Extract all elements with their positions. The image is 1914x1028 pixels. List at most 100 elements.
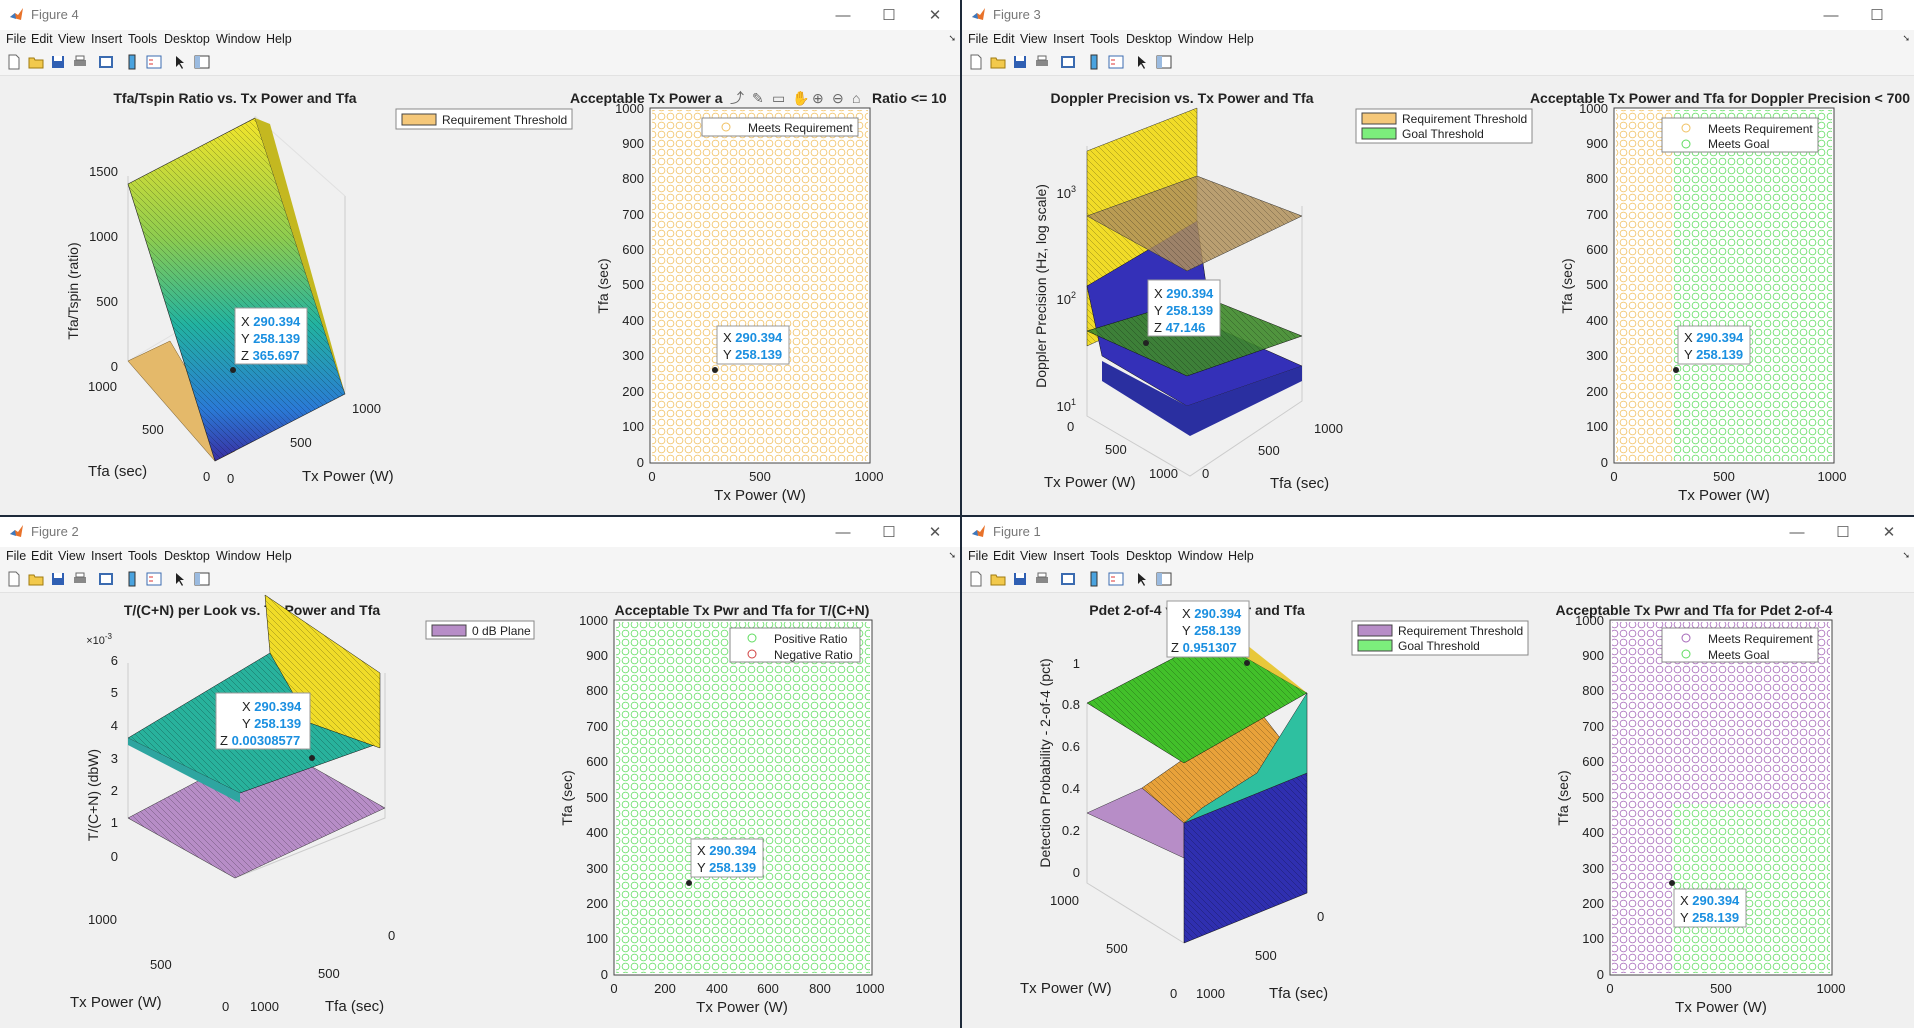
menu-window[interactable]: Window xyxy=(216,32,261,46)
export-icon[interactable]: ⤴ xyxy=(730,90,744,106)
menu-file[interactable]: File xyxy=(6,32,27,46)
menu-view[interactable]: View xyxy=(1020,549,1047,563)
insert-legend-icon[interactable] xyxy=(1108,54,1124,70)
legend[interactable]: Requirement Threshold Goal Threshold xyxy=(1355,108,1533,144)
minimize-icon[interactable]: — xyxy=(835,6,851,24)
menu-window[interactable]: Window xyxy=(1178,32,1223,46)
title-bar[interactable]: Figure 1 — ☐ ✕ xyxy=(962,517,1914,547)
menu-dock-arrow-icon[interactable]: ➘ xyxy=(1902,33,1910,43)
insert-legend-icon[interactable] xyxy=(146,571,162,587)
title-bar[interactable]: Figure 3 — ☐ xyxy=(962,0,1914,30)
restore-view-icon[interactable]: ⌂ xyxy=(852,90,860,106)
menu-help[interactable]: Help xyxy=(266,32,292,46)
edit-plot-icon[interactable] xyxy=(1134,54,1150,70)
menu-view[interactable]: View xyxy=(58,549,85,563)
insert-colorbar-icon[interactable] xyxy=(1086,571,1102,587)
maximize-icon[interactable]: ☐ xyxy=(882,7,896,24)
print-icon[interactable] xyxy=(1034,54,1050,70)
menu-dock-arrow-icon[interactable]: ➘ xyxy=(948,550,956,560)
maximize-icon[interactable]: ☐ xyxy=(882,524,896,541)
legend[interactable]: Requirement Threshold xyxy=(395,108,573,130)
datatip[interactable]: X 290.394 Y 258.139 Z 365.697 xyxy=(230,307,308,373)
menu-desktop[interactable]: Desktop xyxy=(1126,549,1172,563)
property-editor-icon[interactable] xyxy=(1156,571,1172,587)
property-editor-icon[interactable] xyxy=(194,54,210,70)
save-icon[interactable] xyxy=(1012,54,1028,70)
legend[interactable]: Requirement Threshold Goal Threshold xyxy=(1351,620,1529,656)
close-icon[interactable]: ✕ xyxy=(928,524,942,541)
datatip-icon[interactable]: ▭ xyxy=(772,90,785,106)
figure-3-window[interactable]: Figure 3 — ☐ File Edit View Insert Tools… xyxy=(962,0,1914,515)
minimize-icon[interactable]: — xyxy=(1789,523,1805,541)
datatip[interactable]: X 290.394 Y 258.139 Z 0.00308577 xyxy=(215,692,315,761)
link-plot-icon[interactable] xyxy=(1060,571,1076,587)
open-file-icon[interactable] xyxy=(990,571,1006,587)
menu-insert[interactable]: Insert xyxy=(91,32,123,46)
insert-colorbar-icon[interactable] xyxy=(124,54,140,70)
maximize-icon[interactable]: ☐ xyxy=(1836,524,1850,541)
menu-window[interactable]: Window xyxy=(216,549,261,563)
menu-edit[interactable]: Edit xyxy=(993,32,1015,46)
zoom-out-icon[interactable]: ⊖ xyxy=(832,90,844,106)
menu-view[interactable]: View xyxy=(1020,32,1047,46)
property-editor-icon[interactable] xyxy=(1156,54,1172,70)
save-icon[interactable] xyxy=(50,571,66,587)
menu-file[interactable]: File xyxy=(968,32,989,46)
save-icon[interactable] xyxy=(50,54,66,70)
title-bar[interactable]: Figure 2 — ☐ ✕ xyxy=(0,517,960,547)
property-editor-icon[interactable] xyxy=(194,571,210,587)
menu-help[interactable]: Help xyxy=(1228,549,1254,563)
pan-icon[interactable]: ✋ xyxy=(792,90,809,106)
menu-dock-arrow-icon[interactable]: ➘ xyxy=(948,33,956,43)
menu-tools[interactable]: Tools xyxy=(128,549,158,563)
figure-1-window[interactable]: Figure 1 — ☐ ✕ File Edit View Insert Too… xyxy=(962,517,1914,1028)
print-icon[interactable] xyxy=(72,571,88,587)
link-plot-icon[interactable] xyxy=(1060,54,1076,70)
menu-help[interactable]: Help xyxy=(1228,32,1254,46)
legend[interactable]: Meets Requirement xyxy=(701,117,859,137)
zoom-in-icon[interactable]: ⊕ xyxy=(812,90,824,106)
figure-2-window[interactable]: Figure 2 — ☐ ✕ File Edit View Insert Too… xyxy=(0,517,960,1028)
menu-tools[interactable]: Tools xyxy=(1090,32,1120,46)
close-icon[interactable]: ✕ xyxy=(928,7,942,24)
minimize-icon[interactable]: — xyxy=(1823,6,1839,24)
menu-edit[interactable]: Edit xyxy=(31,549,53,563)
maximize-icon[interactable]: ☐ xyxy=(1870,7,1884,24)
menu-desktop[interactable]: Desktop xyxy=(164,32,210,46)
menu-help[interactable]: Help xyxy=(266,549,292,563)
menu-tools[interactable]: Tools xyxy=(1090,549,1120,563)
new-figure-icon[interactable] xyxy=(968,54,984,70)
print-icon[interactable] xyxy=(72,54,88,70)
menu-desktop[interactable]: Desktop xyxy=(164,549,210,563)
minimize-icon[interactable]: — xyxy=(835,523,851,541)
title-bar[interactable]: Figure 4 — ☐ ✕ xyxy=(0,0,960,30)
print-icon[interactable] xyxy=(1034,571,1050,587)
insert-colorbar-icon[interactable] xyxy=(124,571,140,587)
menu-insert[interactable]: Insert xyxy=(91,549,123,563)
menu-edit[interactable]: Edit xyxy=(31,32,53,46)
new-figure-icon[interactable] xyxy=(968,571,984,587)
menu-edit[interactable]: Edit xyxy=(993,549,1015,563)
menu-view[interactable]: View xyxy=(58,32,85,46)
new-figure-icon[interactable] xyxy=(6,54,22,70)
menu-insert[interactable]: Insert xyxy=(1053,32,1085,46)
datatip[interactable]: X 290.394 Y 258.139 xyxy=(1669,880,1747,928)
insert-colorbar-icon[interactable] xyxy=(1086,54,1102,70)
menu-file[interactable]: File xyxy=(968,549,989,563)
open-file-icon[interactable] xyxy=(990,54,1006,70)
insert-legend-icon[interactable] xyxy=(1108,571,1124,587)
datatip[interactable]: X 290.394 Y 258.139 xyxy=(712,325,790,373)
figure-4-window[interactable]: Figure 4 — ☐ ✕ File Edit View Insert Too… xyxy=(0,0,960,515)
menu-file[interactable]: File xyxy=(6,549,27,563)
menu-tools[interactable]: Tools xyxy=(128,32,158,46)
insert-legend-icon[interactable] xyxy=(146,54,162,70)
menu-window[interactable]: Window xyxy=(1178,549,1223,563)
datatip[interactable]: X 290.394 Y 258.139 Z 0.951307 xyxy=(1166,600,1250,666)
open-file-icon[interactable] xyxy=(28,571,44,587)
datatip[interactable]: X 290.394 Y 258.139 xyxy=(686,838,764,886)
menu-dock-arrow-icon[interactable]: ➘ xyxy=(1902,550,1910,560)
link-plot-icon[interactable] xyxy=(98,54,114,70)
save-icon[interactable] xyxy=(1012,571,1028,587)
edit-plot-icon[interactable] xyxy=(1134,571,1150,587)
datatip[interactable]: X 290.394 Y 258.139 Z 47.146 xyxy=(1143,279,1221,346)
